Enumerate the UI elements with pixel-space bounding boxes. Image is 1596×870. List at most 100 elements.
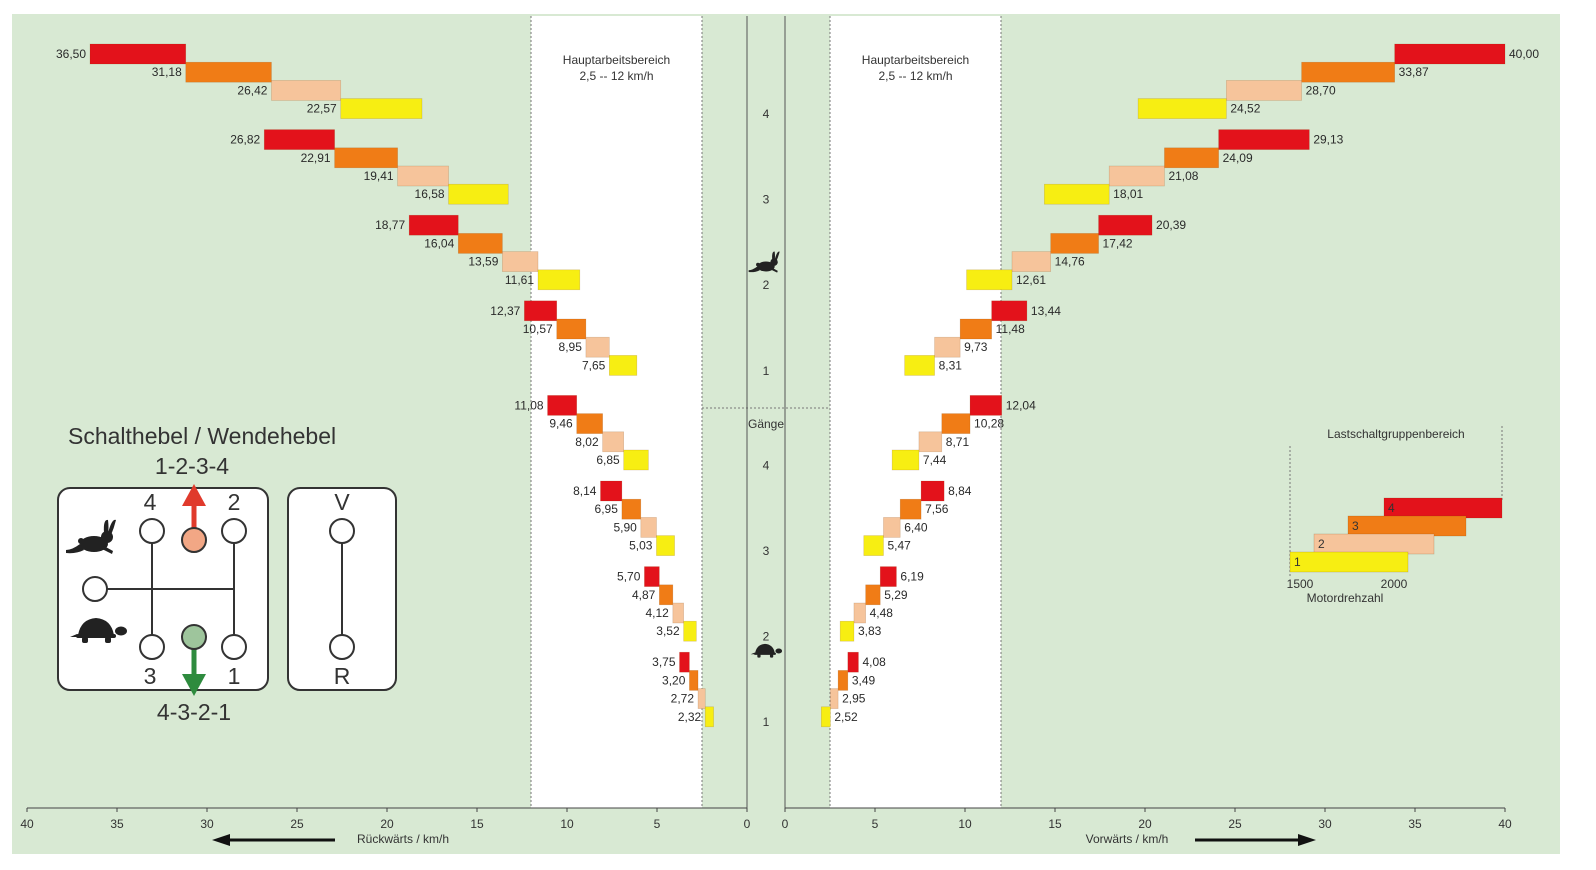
reverse-value-label: 8,95 [559, 340, 583, 354]
forward-bar [839, 620, 855, 642]
forward-value-label: 5,47 [887, 539, 911, 553]
reverse-value-label: 12,37 [490, 304, 520, 318]
gate-lever-up [181, 527, 207, 553]
forward-bar [830, 688, 839, 709]
forward-bar [891, 449, 920, 471]
reverse-value-label: 3,75 [652, 655, 676, 669]
forward-value-label: 14,76 [1055, 255, 1085, 269]
reverse-value-label: 22,91 [301, 151, 331, 165]
reverse-value-label: 13,59 [468, 255, 498, 269]
forward-value-label: 11,48 [996, 322, 1025, 336]
reverse-bar [602, 431, 625, 453]
reverse-bar [457, 233, 503, 254]
reverse-bar [408, 214, 459, 236]
reverse-value-label: 31,18 [152, 65, 182, 79]
gate-label-1: 1 [228, 663, 241, 689]
forward-axis-label: Vorwärts / km/h [1086, 832, 1169, 846]
forward-value-label: 3,49 [852, 673, 876, 687]
reverse-value-label: 8,02 [575, 435, 599, 449]
forward-value-label: 10,28 [974, 417, 1004, 431]
forward-value-label: 40,00 [1509, 47, 1539, 61]
forward-bar [1044, 183, 1110, 205]
gate-label-2: 2 [228, 489, 241, 515]
reverse-bar [502, 251, 539, 272]
reverse-bar [334, 147, 398, 169]
reverse-value-label: 36,50 [56, 47, 86, 61]
inset-bar [1313, 533, 1435, 555]
gate-label-4: 4 [144, 489, 157, 515]
gear-number-label: 3 [763, 544, 770, 558]
reverse-bar [704, 706, 714, 728]
forward-tick-label: 0 [782, 817, 789, 831]
reverse-bar [271, 80, 342, 101]
work-area-range-forward: 2,5 -- 12 km/h [878, 69, 952, 83]
work-area-range-reverse: 2,5 -- 12 km/h [579, 69, 653, 83]
reverse-bar [656, 535, 675, 556]
inset-tick-label: 2000 [1381, 577, 1408, 591]
reverse-value-label: 26,42 [237, 83, 267, 97]
reverse-value-label: 11,61 [505, 273, 534, 287]
forward-value-label: 24,52 [1230, 102, 1260, 116]
forward-bar [969, 395, 1003, 416]
gear-labels: 4 3 2 1 Gänge 4 3 2 1 [748, 107, 784, 729]
gate-position-4 [139, 518, 165, 544]
forward-bar [991, 300, 1028, 322]
reverse-tick-label: 0 [744, 817, 751, 831]
forward-value-label: 2,95 [842, 692, 866, 706]
forward-value-label: 8,84 [948, 484, 972, 498]
speed-bars [89, 43, 1506, 728]
forward-value-label: 9,73 [964, 340, 988, 354]
up-arrow-head [182, 484, 206, 506]
forward-value-label: 7,56 [925, 502, 949, 516]
reverse-value-label: 11,08 [514, 398, 543, 412]
reverse-tick-label: 10 [560, 817, 574, 831]
reverse-tick-label: 40 [20, 817, 34, 831]
forward-value-label: 7,44 [923, 453, 947, 467]
forward-bar [1218, 129, 1310, 150]
forward-bar [1050, 233, 1099, 254]
reverse-value-label: 2,72 [671, 692, 695, 706]
reverser-label-v: V [334, 489, 350, 515]
forward-value-label: 5,29 [884, 588, 908, 602]
forward-value-label: 8,31 [939, 358, 963, 372]
forward-bar [899, 498, 922, 520]
gear-number-label: 2 [763, 278, 770, 292]
reverse-value-label: 2,32 [678, 710, 702, 724]
forward-tick-label: 10 [958, 817, 972, 831]
gate-position-2 [221, 518, 247, 544]
down-arrow-head [182, 674, 206, 696]
load-shift-inset: Lastschaltgruppenbereich 4 3 2 1 1500 2000Moto… [1287, 426, 1503, 605]
gate-position-1 [221, 634, 247, 660]
forward-bar [920, 480, 945, 502]
forward-value-label: 29,13 [1313, 133, 1343, 147]
forward-bar [966, 269, 1013, 291]
forward-value-label: 20,39 [1156, 218, 1186, 232]
inset-level-label: 2 [1318, 537, 1325, 551]
reverse-value-label: 6,85 [596, 453, 620, 467]
reverse-bar [621, 498, 642, 520]
forward-bar [1226, 80, 1302, 101]
reverse-value-label: 5,90 [613, 520, 637, 534]
reverse-value-label: 3,52 [656, 624, 680, 638]
up-sequence-label: 1-2-3-4 [155, 453, 229, 479]
inset-bar [1289, 551, 1409, 573]
forward-tick-label: 30 [1318, 817, 1332, 831]
reverse-bar [556, 318, 587, 340]
work-area-title-reverse: Hauptarbeitsbereich [563, 53, 670, 67]
reverse-value-label: 10,57 [523, 322, 553, 336]
reverse-bar [697, 688, 706, 709]
reverse-bar [683, 620, 697, 642]
reverse-bar [263, 129, 335, 150]
reverse-bar [448, 183, 509, 205]
shift-panel-title: Schalthebel / Wendehebel [68, 423, 336, 449]
axes: 40 35 30 25 20 15 10 5 0 0 5 10 15 20 25 30 35 40 Rückwärt… [20, 16, 1512, 846]
inset-title: Lastschaltgruppenbereich [1327, 427, 1464, 441]
gear-number-label: 4 [763, 107, 770, 121]
forward-value-label: 17,42 [1103, 236, 1133, 250]
forward-value-label: 33,87 [1399, 65, 1429, 79]
reverse-bar [524, 300, 558, 322]
gear-number-label: 3 [763, 193, 770, 207]
speed-labels: 40,00 36,50 33,87 31,18 28,70 26,42 24,52 22,57… [56, 47, 1539, 724]
reverse-bar [585, 336, 610, 358]
